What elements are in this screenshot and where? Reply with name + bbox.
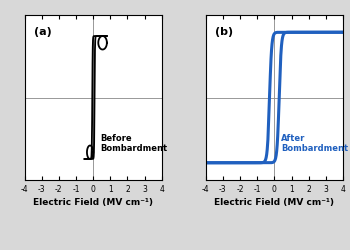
X-axis label: Electric Field (MV cm⁻¹): Electric Field (MV cm⁻¹) xyxy=(214,198,334,207)
Text: Before
Bombardment: Before Bombardment xyxy=(100,134,167,154)
Text: After
Bombardment: After Bombardment xyxy=(281,134,348,154)
Text: (a): (a) xyxy=(34,26,52,36)
X-axis label: Electric Field (MV cm⁻¹): Electric Field (MV cm⁻¹) xyxy=(33,198,153,207)
Text: (b): (b) xyxy=(215,26,233,36)
